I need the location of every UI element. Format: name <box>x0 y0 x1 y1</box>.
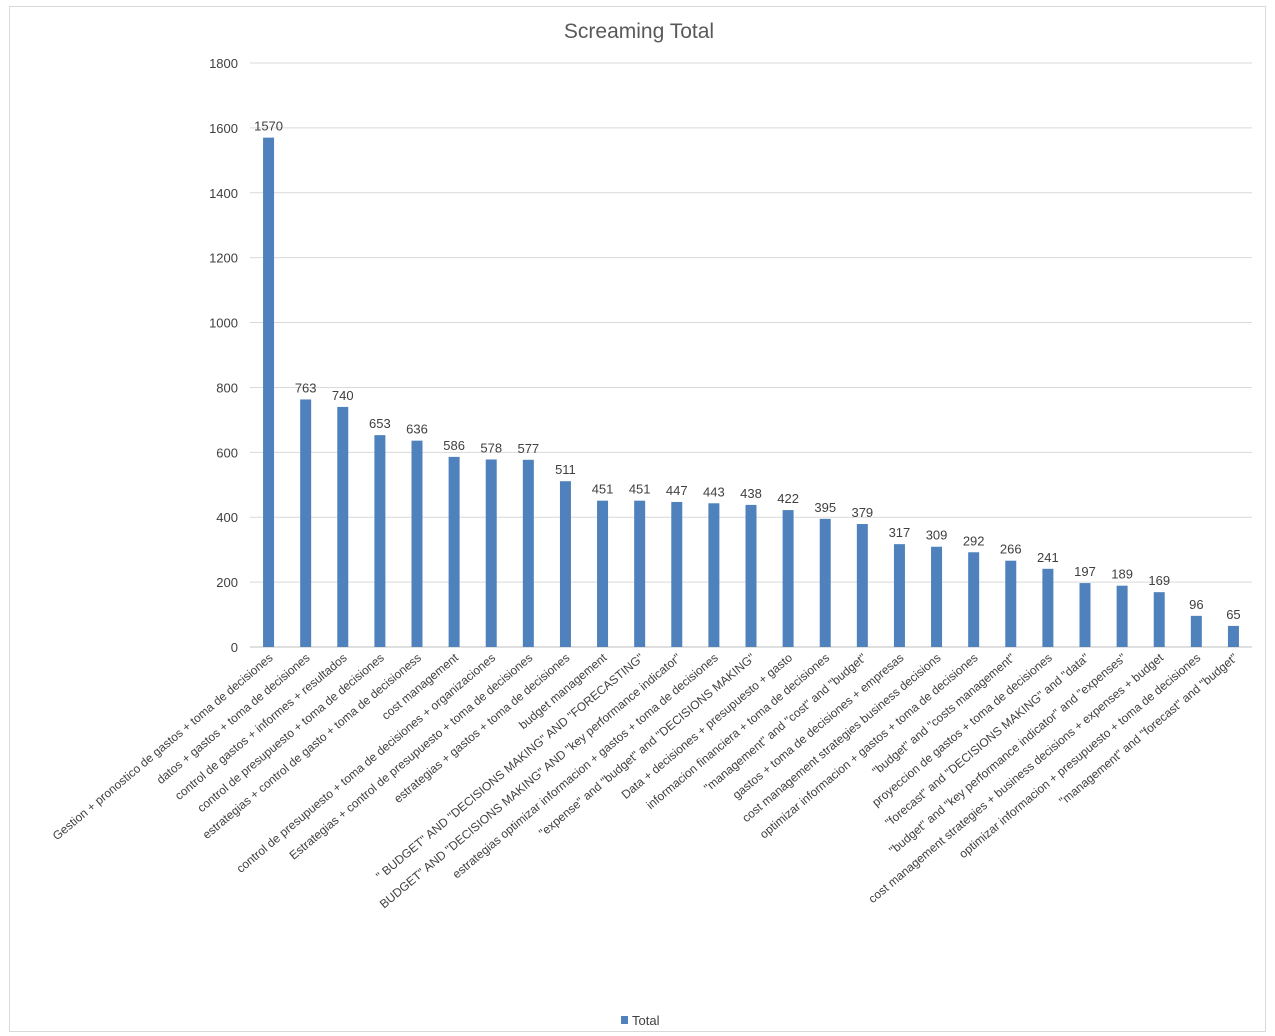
y-axis-ticks: 0 200 400 600 800 1000 1200 1400 1600 1800 <box>209 56 238 655</box>
bar <box>856 524 868 647</box>
category-labels: Gestion + pronostico de gastos + toma de… <box>50 650 1241 911</box>
data-label: 317 <box>889 525 911 540</box>
data-label: 447 <box>666 483 688 498</box>
data-label: 189 <box>1111 567 1133 582</box>
data-label: 577 <box>517 441 539 456</box>
data-label: 511 <box>555 462 576 477</box>
bar <box>1116 585 1128 647</box>
bar <box>485 459 497 647</box>
data-label: 578 <box>480 440 502 455</box>
data-label: 266 <box>1000 542 1022 557</box>
y-tick-label: 600 <box>216 445 238 460</box>
data-label: 438 <box>740 486 762 501</box>
bar <box>1153 592 1165 647</box>
bar <box>1190 615 1202 647</box>
bar <box>1079 583 1091 647</box>
bar <box>968 552 980 647</box>
bar <box>374 435 386 647</box>
data-label: 586 <box>443 438 465 453</box>
y-tick-label: 400 <box>216 510 238 525</box>
bar <box>671 501 683 647</box>
bar <box>745 504 757 647</box>
data-label: 197 <box>1074 564 1096 579</box>
data-label: 379 <box>851 505 873 520</box>
bar <box>522 459 534 647</box>
data-label: 636 <box>406 422 428 437</box>
data-label: 422 <box>777 491 799 506</box>
bar <box>893 544 905 647</box>
y-tick-label: 800 <box>216 380 238 395</box>
y-tick-label: 1800 <box>209 56 238 71</box>
legend: Total <box>621 1013 660 1028</box>
data-label: 309 <box>926 528 948 543</box>
bars <box>263 137 1239 647</box>
bar <box>634 500 646 647</box>
data-labels: 1570 763 740 653 636 586 578 577 511 451 451 447 443… <box>254 119 1241 622</box>
data-label: 241 <box>1037 550 1059 565</box>
y-tick-label: 200 <box>216 575 238 590</box>
data-label: 65 <box>1226 607 1240 622</box>
bar <box>448 456 460 647</box>
bar <box>1005 560 1017 647</box>
y-tick-label: 1600 <box>209 121 238 136</box>
bar <box>559 481 571 647</box>
y-tick-label: 1200 <box>209 251 238 266</box>
legend-swatch-total <box>621 1016 628 1024</box>
chart-title: Screaming Total <box>564 20 714 43</box>
data-label: 763 <box>295 380 317 395</box>
bar <box>819 518 831 647</box>
bar <box>597 500 609 647</box>
bar <box>708 503 720 647</box>
y-tick-label: 1000 <box>209 316 238 331</box>
bar <box>300 399 312 647</box>
data-label: 740 <box>332 388 354 403</box>
data-label: 292 <box>963 533 985 548</box>
data-label: 96 <box>1189 597 1203 612</box>
bar <box>337 406 349 647</box>
bar <box>411 440 423 647</box>
bar <box>1227 625 1239 647</box>
bar <box>1042 568 1054 647</box>
data-label: 395 <box>814 500 836 515</box>
data-label: 451 <box>629 482 651 497</box>
data-label: 169 <box>1148 573 1170 588</box>
legend-label-total: Total <box>632 1013 660 1028</box>
bar <box>263 137 275 647</box>
y-tick-label: 1400 <box>209 186 238 201</box>
bar <box>931 546 943 647</box>
data-label: 1570 <box>254 119 283 134</box>
data-label: 443 <box>703 484 725 499</box>
data-label: 451 <box>592 482 614 497</box>
bar <box>782 510 794 647</box>
data-label: 653 <box>369 416 391 431</box>
y-tick-label: 0 <box>231 640 238 655</box>
